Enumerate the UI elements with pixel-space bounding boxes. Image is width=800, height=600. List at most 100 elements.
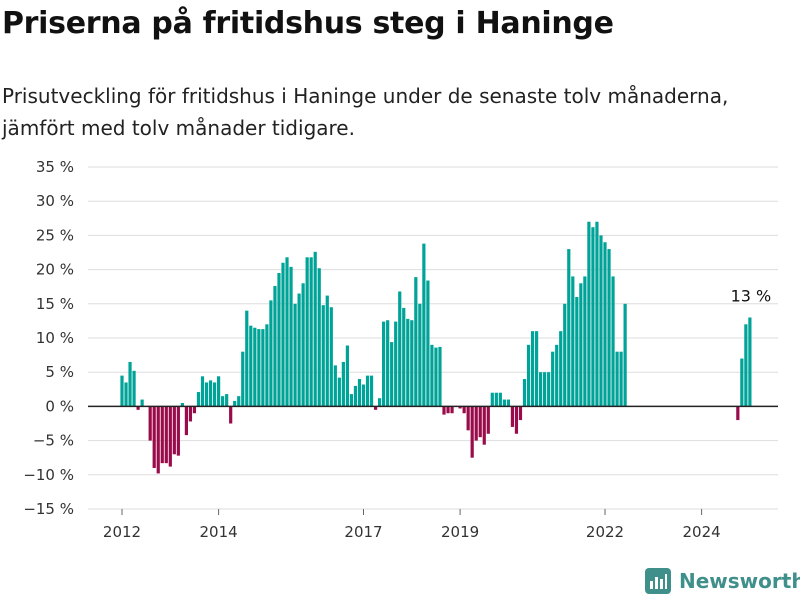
bar xyxy=(591,227,595,407)
bar xyxy=(611,276,615,407)
bar xyxy=(595,221,599,407)
bar xyxy=(357,379,362,407)
bar xyxy=(212,382,217,407)
bar xyxy=(261,329,265,407)
bar xyxy=(430,344,434,407)
bar xyxy=(607,249,611,407)
bar xyxy=(365,375,370,407)
bar xyxy=(539,372,543,407)
bar xyxy=(245,310,249,407)
bar xyxy=(200,376,205,407)
bar xyxy=(196,392,201,407)
y-tick-label: −5 % xyxy=(33,432,74,450)
bar xyxy=(482,406,486,445)
bar xyxy=(583,276,587,407)
bar xyxy=(349,394,354,407)
bar xyxy=(494,392,498,407)
bars xyxy=(120,221,752,474)
bar xyxy=(140,399,144,407)
bar xyxy=(136,406,140,410)
x-axis-ticks: 2012 2014 2017 2019 2022 2024 xyxy=(103,509,721,541)
bar xyxy=(559,331,563,407)
bar xyxy=(184,406,188,436)
x-tick-label: 2022 xyxy=(586,523,624,541)
bar xyxy=(498,392,502,407)
bar xyxy=(458,406,462,409)
bar xyxy=(378,398,382,407)
bar xyxy=(132,370,136,407)
y-tick-label: 35 % xyxy=(36,158,74,176)
bar xyxy=(333,365,337,407)
bar xyxy=(160,406,164,464)
bar xyxy=(603,242,607,407)
bar xyxy=(345,345,349,407)
bar xyxy=(233,400,237,407)
bar xyxy=(446,406,450,414)
bar xyxy=(406,318,410,407)
brand-name: Newsworthy xyxy=(679,569,800,593)
bar xyxy=(402,307,406,407)
bar xyxy=(273,286,277,407)
y-tick-label: 20 % xyxy=(36,261,74,279)
bar xyxy=(192,406,197,414)
bar xyxy=(599,235,603,407)
y-tick-label: 10 % xyxy=(36,329,74,347)
bar xyxy=(466,406,470,431)
bar xyxy=(337,377,341,407)
bar xyxy=(534,331,539,407)
bar xyxy=(382,321,386,407)
bar xyxy=(176,406,180,456)
bar xyxy=(309,257,313,407)
bar xyxy=(317,268,321,407)
y-tick-label: 15 % xyxy=(36,295,74,313)
bar xyxy=(241,351,245,407)
bar xyxy=(172,406,176,455)
bar xyxy=(128,361,132,407)
newsworthy-icon xyxy=(645,568,671,594)
bar xyxy=(619,351,623,407)
y-tick-label: −10 % xyxy=(23,466,74,484)
bar xyxy=(297,293,301,407)
bar xyxy=(615,351,619,407)
bar xyxy=(736,406,740,421)
bar xyxy=(321,305,325,407)
bar xyxy=(301,283,305,407)
bar xyxy=(547,372,551,407)
bar xyxy=(257,329,261,407)
bar xyxy=(124,382,128,407)
bar xyxy=(394,321,398,407)
bar xyxy=(329,307,333,407)
x-tick-label: 2012 xyxy=(103,523,141,541)
bar xyxy=(353,385,358,407)
bar xyxy=(514,406,519,434)
bar xyxy=(522,379,527,407)
newsworthy-logo[interactable]: Newsworthy xyxy=(645,568,800,594)
grid-lines xyxy=(88,166,778,510)
bar xyxy=(502,399,506,407)
bar xyxy=(470,406,474,458)
bar xyxy=(575,296,579,407)
bar xyxy=(462,406,466,414)
bar xyxy=(221,396,225,407)
bar xyxy=(217,376,221,407)
bar xyxy=(305,257,309,407)
bar xyxy=(530,331,535,407)
bar xyxy=(442,406,446,415)
bar xyxy=(156,406,160,474)
bar xyxy=(434,347,438,407)
bar xyxy=(281,262,285,407)
bar xyxy=(265,324,269,407)
bar xyxy=(526,344,531,407)
bar xyxy=(249,325,253,407)
bar xyxy=(450,406,454,414)
bar xyxy=(164,406,168,464)
bar xyxy=(506,399,510,407)
bar xyxy=(543,372,547,407)
bar xyxy=(390,342,394,407)
bar xyxy=(285,257,289,407)
bar xyxy=(148,406,152,441)
bar xyxy=(229,406,233,424)
bar xyxy=(410,320,414,407)
bar xyxy=(120,375,124,407)
bar xyxy=(478,406,482,438)
